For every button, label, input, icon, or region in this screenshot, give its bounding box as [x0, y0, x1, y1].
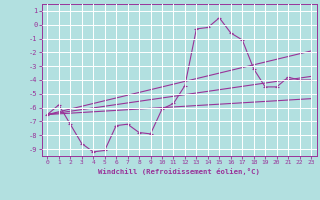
X-axis label: Windchill (Refroidissement éolien,°C): Windchill (Refroidissement éolien,°C) [98, 168, 260, 175]
